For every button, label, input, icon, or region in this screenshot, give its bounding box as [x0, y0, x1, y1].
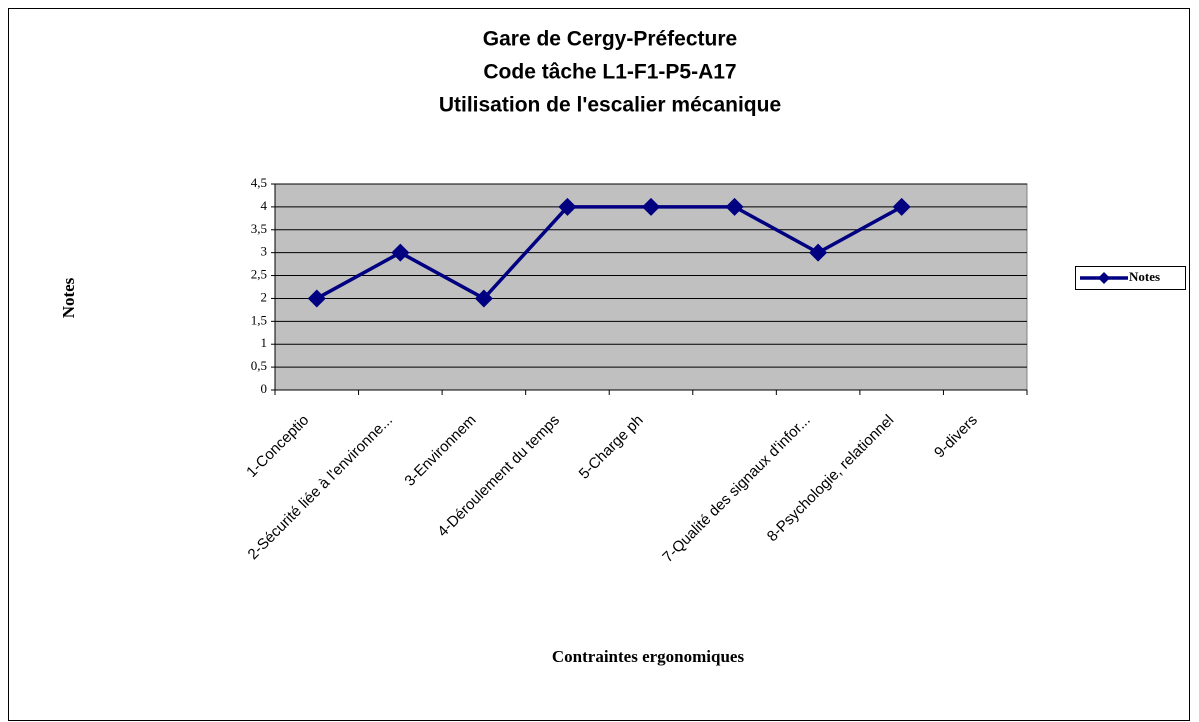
chart-title: Code tâche L1-F1-P5-A17 — [483, 61, 736, 84]
y-tick-label: 4 — [261, 198, 268, 213]
x-axis-label: Contraintes ergonomiques — [552, 647, 745, 666]
y-tick-label: 1,5 — [251, 312, 267, 327]
data-point — [558, 197, 577, 216]
y-tick-label: 3 — [261, 244, 268, 259]
y-tick-label: 0,5 — [251, 358, 267, 373]
y-tick-label: 2,5 — [251, 267, 267, 282]
y-axis-label: Notes — [59, 277, 78, 318]
series-line — [315, 205, 903, 301]
y-tick-label: 4,5 — [251, 175, 267, 190]
data-point — [474, 289, 493, 308]
y-tick-label: 0 — [261, 381, 268, 396]
y-tick-label: 3,5 — [251, 221, 267, 236]
data-point — [725, 197, 744, 216]
plot-area — [274, 183, 1028, 391]
legend-marker — [1098, 272, 1110, 284]
chart-title: Utilisation de l'escalier mécanique — [439, 94, 781, 117]
y-tick-label: 1 — [261, 335, 268, 350]
chart-title: Gare de Cergy-Préfecture — [483, 28, 737, 51]
data-point — [892, 197, 911, 216]
data-point — [391, 243, 410, 262]
legend-label: Notes — [1129, 269, 1160, 284]
data-point — [307, 289, 326, 308]
y-tick-label: 2 — [261, 289, 268, 304]
data-point — [642, 197, 660, 216]
data-point — [809, 243, 828, 262]
legend-box — [1075, 266, 1186, 290]
